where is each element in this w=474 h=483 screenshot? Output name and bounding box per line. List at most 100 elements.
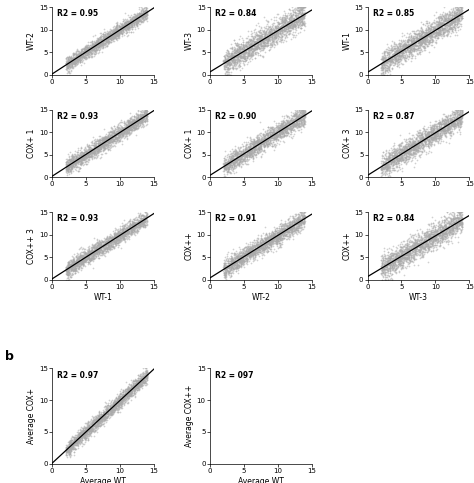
- Point: [401, 40, 408, 47]
- Point: [282, 220, 289, 227]
- Point: [451, 218, 458, 226]
- Point: [137, 12, 145, 20]
- Point: [65, 258, 73, 266]
- Point: [238, 152, 246, 159]
- Point: [70, 50, 78, 57]
- Point: [227, 157, 235, 165]
- Point: [128, 127, 136, 135]
- Point: [259, 236, 267, 244]
- Point: [403, 43, 411, 51]
- Point: [425, 18, 432, 26]
- Point: [92, 245, 100, 253]
- Point: [64, 164, 71, 171]
- Point: [125, 121, 132, 129]
- Point: [99, 39, 107, 47]
- Point: [134, 386, 141, 394]
- Point: [279, 129, 286, 137]
- Point: [100, 142, 108, 150]
- Point: [277, 240, 285, 247]
- Point: [137, 382, 145, 390]
- Point: [122, 392, 130, 399]
- Point: [238, 46, 246, 54]
- Point: [117, 395, 124, 403]
- Point: [384, 258, 392, 266]
- Point: [141, 12, 149, 19]
- Point: [381, 58, 388, 66]
- Point: [300, 116, 308, 124]
- Point: [281, 227, 288, 235]
- Point: [106, 402, 114, 410]
- Point: [76, 429, 84, 437]
- Point: [438, 28, 445, 36]
- Point: [268, 29, 276, 37]
- Point: [140, 215, 147, 223]
- Point: [390, 47, 397, 55]
- Text: R2 = 0.87: R2 = 0.87: [373, 112, 414, 121]
- Point: [70, 155, 77, 162]
- Point: [135, 381, 142, 389]
- Point: [118, 131, 126, 139]
- Point: [97, 416, 105, 424]
- Point: [262, 238, 270, 246]
- Point: [64, 162, 71, 170]
- Point: [89, 146, 97, 154]
- Point: [421, 243, 429, 251]
- Point: [263, 243, 271, 251]
- Point: [405, 33, 413, 41]
- Point: [289, 123, 297, 130]
- Point: [247, 44, 255, 52]
- Point: [391, 153, 399, 160]
- Point: [420, 35, 428, 43]
- Point: [451, 22, 459, 29]
- Point: [100, 244, 108, 252]
- Point: [270, 128, 278, 136]
- Point: [73, 258, 81, 266]
- Point: [70, 56, 78, 63]
- Point: [416, 43, 424, 51]
- Point: [417, 236, 424, 244]
- Point: [440, 17, 447, 25]
- Point: [297, 217, 304, 225]
- Point: [294, 222, 301, 230]
- Point: [248, 252, 255, 260]
- Point: [457, 220, 465, 227]
- Point: [220, 160, 228, 168]
- Point: [231, 44, 239, 52]
- Point: [128, 230, 136, 238]
- Point: [112, 401, 119, 409]
- Point: [89, 252, 97, 259]
- Point: [135, 227, 142, 235]
- Point: [139, 10, 147, 17]
- Point: [435, 230, 442, 238]
- Point: [228, 249, 236, 256]
- Point: [412, 241, 419, 249]
- Point: [109, 403, 117, 411]
- Point: [254, 240, 261, 247]
- Point: [447, 132, 455, 140]
- Point: [279, 20, 287, 28]
- Point: [75, 437, 82, 444]
- Point: [114, 27, 122, 34]
- Point: [131, 124, 139, 132]
- Point: [264, 233, 272, 241]
- Point: [426, 231, 434, 239]
- Point: [275, 124, 283, 132]
- Point: [140, 379, 147, 387]
- Point: [441, 213, 448, 221]
- Point: [405, 138, 413, 145]
- Point: [291, 12, 299, 19]
- Point: [83, 419, 91, 427]
- Point: [91, 252, 99, 259]
- Point: [84, 432, 92, 440]
- Point: [295, 10, 302, 17]
- Point: [119, 130, 127, 138]
- Point: [410, 150, 418, 158]
- Point: [140, 212, 148, 220]
- Point: [86, 45, 93, 53]
- Point: [73, 57, 81, 65]
- Point: [384, 65, 392, 72]
- Point: [419, 242, 426, 250]
- Point: [110, 128, 118, 136]
- Point: [134, 377, 142, 384]
- Point: [261, 34, 269, 42]
